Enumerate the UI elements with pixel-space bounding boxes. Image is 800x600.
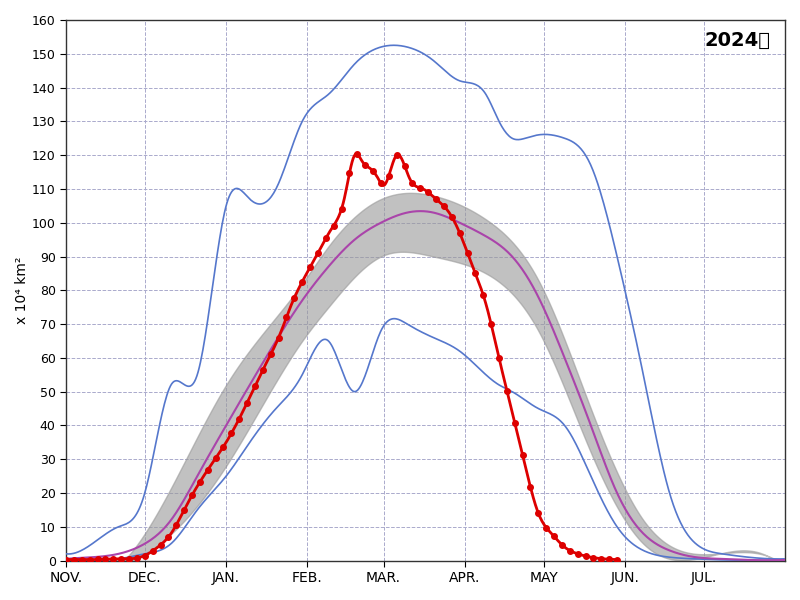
Text: 2024年: 2024年 <box>705 31 770 50</box>
Y-axis label: x 10⁴ km²: x 10⁴ km² <box>15 257 29 324</box>
